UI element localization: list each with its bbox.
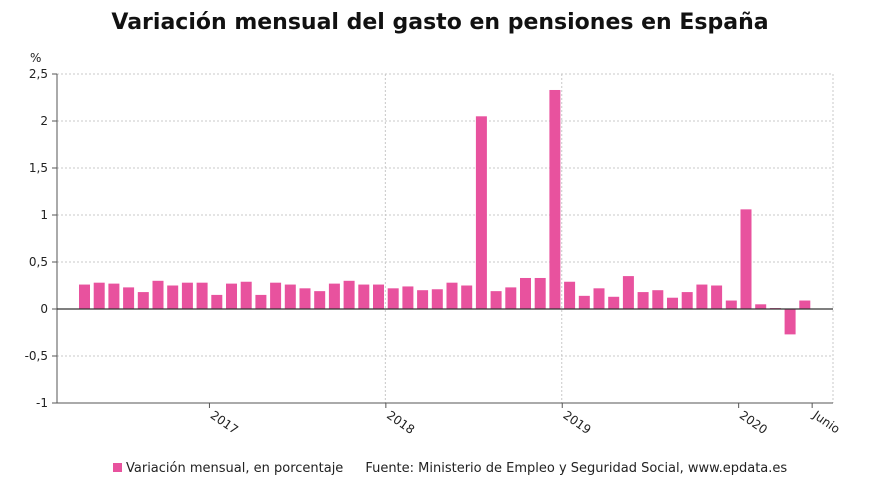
bar [593,288,605,309]
y-tick-label: -0,5 [25,349,48,363]
y-tick-label: 2,5 [29,67,48,81]
bar [534,277,546,309]
y-tick-label: 1,5 [29,161,48,175]
bar [652,290,664,309]
bar [667,297,678,309]
bar [373,284,384,309]
bar [93,282,105,309]
x-tick-label: 2020 [737,408,770,437]
y-tick-label: -1 [36,396,48,410]
bar [578,295,590,309]
bar [637,292,649,309]
bar [108,283,120,309]
bar [152,280,164,309]
bar [740,209,752,309]
bar [784,309,796,335]
legend-series-label: Variación mensual, en porcentaje [126,461,344,476]
legend: Variación mensual, en porcentaje Fuente: … [113,461,787,477]
grid-layer [57,73,834,404]
y-tick-label: 0,5 [29,255,48,269]
bar [681,292,693,309]
bar [417,290,429,309]
bar [520,277,531,309]
bar [196,282,208,309]
bar [255,294,267,309]
y-tick-label: 0 [40,302,48,316]
bar [711,285,723,309]
bar [725,300,737,309]
bar [696,284,708,309]
bar [314,291,326,309]
bar [387,288,399,309]
x-tick-label: 2019 [561,408,594,437]
axis-layer: -1 -0,5 0 0,5 1 1,5 2 2,5 2017 2018 2019 2020 Junio [25,67,843,437]
bar [799,300,811,309]
x-tick-label: Junio [810,407,843,436]
bar [137,292,149,309]
bar [461,285,473,309]
bar [299,288,311,309]
x-tick-label: 2018 [384,408,417,437]
bar [240,281,252,309]
bar [446,282,458,309]
y-axis-label: % [30,51,41,65]
bar [622,276,634,309]
bar [167,285,179,309]
bar [270,282,282,309]
bar [431,289,443,309]
bar [475,116,487,309]
y-tick-label: 1 [40,208,48,222]
bar [328,283,340,309]
source-text: Fuente: Ministerio de Empleo y Seguridad… [365,461,788,476]
bar [505,287,517,309]
legend-swatch [113,463,122,472]
bar [226,283,237,309]
bar [564,281,576,309]
bar [79,284,90,309]
bar [490,291,502,309]
bars-layer [79,89,811,335]
bar [181,282,193,309]
bar [755,304,767,309]
bar [402,286,414,309]
bar [211,294,223,309]
bar [358,284,370,309]
bar [549,89,561,309]
bar [123,287,135,309]
bar [343,280,355,309]
y-tick-label: 2 [40,114,48,128]
chart-title: Variación mensual del gasto en pensiones… [111,10,769,35]
bar [608,296,620,309]
bar [284,284,296,309]
x-tick-label: 2017 [208,408,241,437]
